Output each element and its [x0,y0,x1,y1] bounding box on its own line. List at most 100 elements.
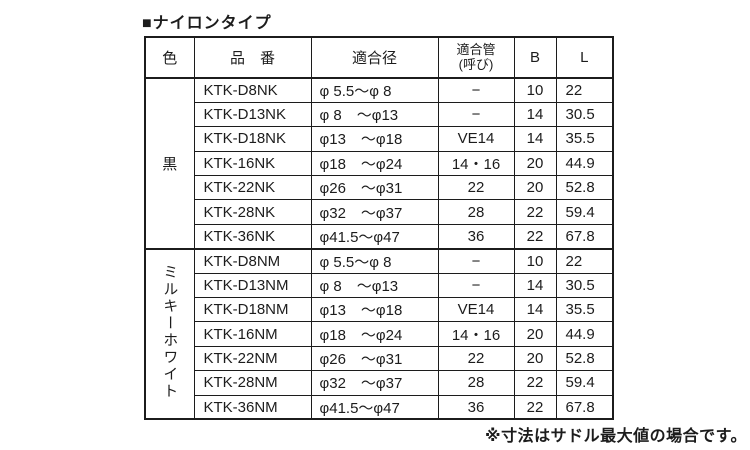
header-diameter: 適合径 [310,36,439,79]
part-no-cell: KTK-D13NM [193,272,312,299]
diameter-cell: φ32 ～φ37 [310,370,439,396]
color-label-black: 黒 [162,155,178,173]
table-row: KTK-36NK φ41.5～φ47 36 22 67.8 [145,223,614,250]
diameter-cell: φ 8 ～φ13 [310,101,439,128]
table-row: 黒 KTK-D8NK φ 5.5～φ 8 − 10 22 [144,77,614,250]
b-value-cell: 20 [513,345,557,372]
table-row: KTK-D18NK φ13 ～φ18 VE14 14 35.5 [145,126,614,152]
diameter-cell: φ18 ～φ24 [310,321,439,347]
b-value-cell: 22 [513,394,557,420]
b-value-cell: 14 [513,297,557,323]
color-label-milky-white: ミルキーホワイト [161,264,179,401]
part-no-cell: KTK-28NM [193,370,312,396]
l-value-cell: 22 [555,77,614,103]
table-row: KTK-36NM φ41.5～φ47 36 22 67.8 [145,394,614,420]
table-row: KTK-22NM φ26 ～φ31 22 20 52.8 [145,345,614,372]
pipe-cell: − [437,77,515,103]
l-value-cell: 59.4 [555,199,614,225]
pipe-cell: − [437,101,515,128]
l-value-cell: 30.5 [555,272,614,299]
part-no-cell: KTK-16NK [193,150,312,177]
l-value-cell: 67.8 [555,394,614,420]
table-row: KTK-22NK φ26 ～φ31 22 20 52.8 [145,175,614,201]
b-value-cell: 22 [513,223,557,250]
header-color: 色 [144,36,195,79]
part-no-cell: KTK-36NK [193,223,312,250]
table-row: KTK-D13NM φ 8 ～φ13 − 14 30.5 [145,272,614,299]
l-value-cell: 44.9 [555,150,614,177]
header-pipe-line1: 適合管 [456,41,496,57]
b-value-cell: 22 [513,199,557,225]
pipe-cell: 28 [437,199,515,225]
table-row: ミルキーホワイト KTK-D8NM φ 5.5～φ 8 − 10 22 [144,247,614,420]
diameter-cell: φ 5.5～φ 8 [310,247,439,274]
pipe-cell: − [437,247,515,274]
diameter-cell: φ41.5～φ47 [310,394,439,420]
l-value-cell: 67.8 [555,223,614,250]
b-value-cell: 14 [513,272,557,299]
l-value-cell: 44.9 [555,321,614,347]
b-value-cell: 14 [513,126,557,152]
part-no-cell: KTK-22NM [193,345,312,372]
color-cell-milky-white: ミルキーホワイト [144,247,195,420]
pipe-cell: VE14 [437,297,515,323]
color-cell-black: 黒 [144,77,195,250]
table-row: KTK-28NK φ32 ～φ37 28 22 59.4 [145,199,614,225]
pipe-cell: 22 [437,175,515,201]
l-value-cell: 35.5 [555,126,614,152]
part-no-cell: KTK-D18NK [193,126,312,152]
pipe-cell: − [437,272,515,299]
header-b: B [513,36,557,79]
pipe-cell: 22 [437,345,515,372]
table-row: KTK-28NM φ32 ～φ37 28 22 59.4 [145,370,614,396]
part-no-cell: KTK-16NM [193,321,312,347]
diameter-cell: φ32 ～φ37 [310,199,439,225]
header-row: 色 品 番 適合径 適合管 (呼び) B L [144,36,614,79]
diameter-cell: φ13 ～φ18 [310,126,439,152]
l-value-cell: 59.4 [555,370,614,396]
b-value-cell: 14 [513,101,557,128]
l-value-cell: 52.8 [555,175,614,201]
table-row: KTK-D13NK φ 8 ～φ13 − 14 30.5 [145,101,614,128]
part-no-cell: KTK-28NK [193,199,312,225]
diameter-cell: φ13 ～φ18 [310,297,439,323]
header-l: L [555,36,614,79]
diameter-cell: φ26 ～φ31 [310,345,439,372]
b-value-cell: 10 [513,247,557,274]
l-value-cell: 35.5 [555,297,614,323]
pipe-cell: 14・16 [437,150,515,177]
part-no-cell: KTK-36NM [193,394,312,420]
group-black: 黒 KTK-D8NK φ 5.5～φ 8 − 10 22 KTK-D13NK φ… [144,77,614,250]
b-value-cell: 10 [513,77,557,103]
diameter-cell: φ 5.5～φ 8 [310,77,439,103]
part-no-cell: KTK-D13NK [193,101,312,128]
footnote: ※寸法はサドル最大値の場合です。 [485,428,747,445]
pipe-cell: VE14 [437,126,515,152]
header-part-no: 品 番 [193,36,312,79]
b-value-cell: 20 [513,150,557,177]
part-no-cell: KTK-D18NM [193,297,312,323]
group-milky-white: ミルキーホワイト KTK-D8NM φ 5.5～φ 8 − 10 22 KTK-… [144,247,614,420]
header-pipe-line2: (呼び) [458,56,494,72]
spec-table-wrapper: 色 品 番 適合径 適合管 (呼び) B L 黒 KTK-D8NK φ 5.5～φ… [144,36,614,421]
l-value-cell: 30.5 [555,101,614,128]
pipe-cell: 28 [437,370,515,396]
pipe-cell: 36 [437,394,515,420]
part-no-cell: KTK-D8NK [193,77,312,103]
diameter-cell: φ 8 ～φ13 [310,272,439,299]
l-value-cell: 22 [555,247,614,274]
table-row: KTK-16NM φ18 ～φ24 14・16 20 44.9 [145,321,614,347]
part-no-cell: KTK-22NK [193,175,312,201]
b-value-cell: 20 [513,321,557,347]
diameter-cell: φ26 ～φ31 [310,175,439,201]
part-no-cell: KTK-D8NM [193,247,312,274]
b-value-cell: 20 [513,175,557,201]
pipe-cell: 14・16 [437,321,515,347]
spec-table: 色 品 番 適合径 適合管 (呼び) B L 黒 KTK-D8NK φ 5.5～φ… [144,36,614,421]
table-row: KTK-16NK φ18 ～φ24 14・16 20 44.9 [145,150,614,177]
pipe-cell: 36 [437,223,515,250]
b-value-cell: 22 [513,370,557,396]
header-pipe: 適合管 (呼び) [437,36,515,79]
page-title: ■ナイロンタイプ [142,15,272,32]
table-row: KTK-D18NM φ13 ～φ18 VE14 14 35.5 [145,297,614,323]
